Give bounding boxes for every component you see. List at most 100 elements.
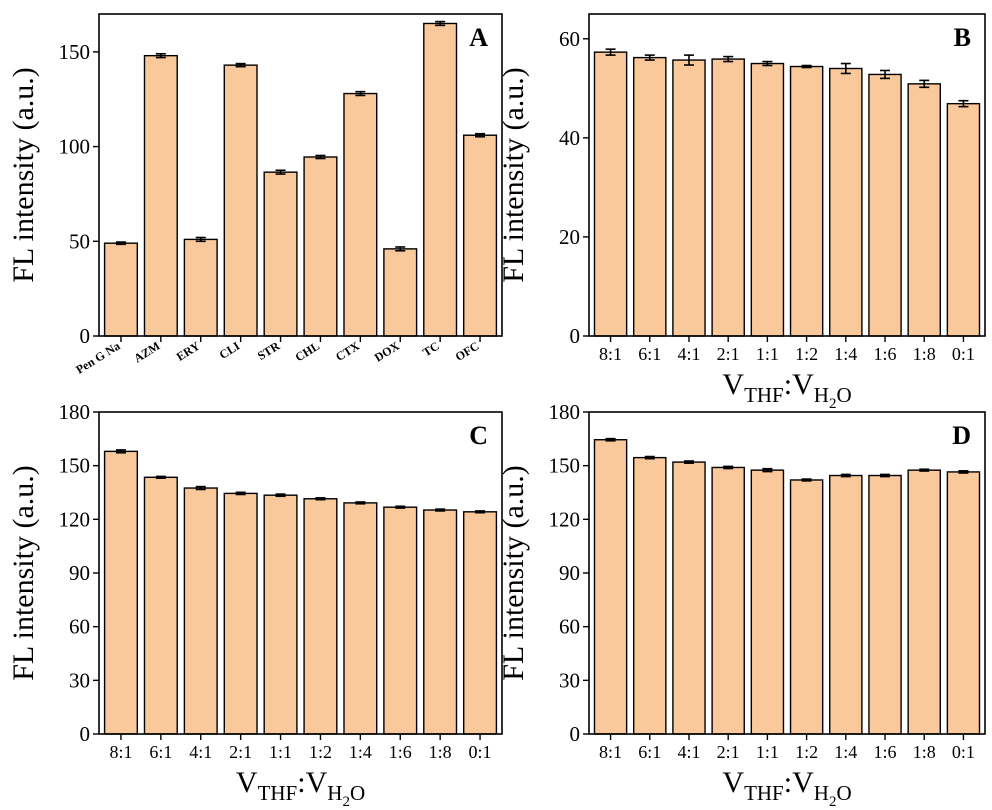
- x-tick-label: AZM: [131, 339, 162, 366]
- bar-c-10: [463, 511, 498, 735]
- x-tick-label: 8:1: [109, 742, 132, 762]
- x-axis-label-part: THF: [744, 781, 784, 805]
- panel-a: Pen G Na AZM ERY CLI STR CHL CTX DOX TC OFC050100…: [7, 13, 503, 377]
- y-tick-label: 0: [80, 324, 91, 348]
- x-tick-label: 4:1: [677, 742, 700, 762]
- bar-d-4: [711, 466, 745, 735]
- bar-c-9: [423, 509, 458, 735]
- x-tick-label: 1:4: [834, 344, 857, 364]
- bar-d-1: [593, 439, 628, 735]
- x-axis-label-part: V: [236, 766, 258, 799]
- x-axis-label-part: 2: [342, 794, 350, 810]
- x-tick-label: 1:1: [756, 344, 779, 364]
- x-tick-label: 1:6: [389, 742, 412, 762]
- x-tick-label: 1:1: [756, 742, 779, 762]
- x-axis-label-part: V: [722, 766, 744, 799]
- x-tick-label: 2:1: [229, 742, 252, 762]
- y-axis-label: FL intensity (a.u.): [7, 67, 40, 283]
- x-axis-label-part: 2: [829, 794, 837, 810]
- bar-a-9: [423, 22, 458, 337]
- x-tick-label: 6:1: [638, 344, 661, 364]
- x-tick-label: CLI: [217, 338, 243, 361]
- x-tick-label: 2:1: [717, 742, 740, 762]
- x-axis-label-part: H: [814, 383, 829, 407]
- y-tick-label: 100: [59, 135, 91, 159]
- y-tick-label: 150: [59, 40, 91, 64]
- x-tick-label: 0:1: [952, 742, 975, 762]
- y-axis-label: FL intensity (a.u.): [497, 465, 530, 681]
- bar-d-10: [946, 471, 981, 735]
- bar-d-9: [907, 469, 942, 735]
- x-axis-label-part: THF: [744, 383, 784, 407]
- x-tick-label: 6:1: [638, 742, 661, 762]
- panel-b: 8:1 6:1 4:1 2:1 1:1 1:2 1:4 1:6 1:8 0:1 0 20 40 60 B FL…: [497, 13, 986, 412]
- x-axis-label-part: V: [306, 766, 328, 799]
- y-tick-label: 50: [69, 229, 90, 253]
- y-tick-label: 30: [559, 668, 580, 692]
- y-tick-label: 180: [549, 400, 581, 424]
- y-tick-label: 60: [559, 615, 580, 639]
- y-tick-label: 150: [59, 454, 91, 478]
- bar-a-8: [383, 248, 418, 337]
- y-tick-label: 90: [69, 561, 90, 585]
- x-tick-label: 0:1: [469, 742, 492, 762]
- x-tick-label: 1:4: [834, 742, 857, 762]
- panel-label: C: [469, 421, 488, 450]
- bar-b-9: [907, 83, 942, 337]
- x-axis-label-part: H: [814, 781, 829, 805]
- x-tick-label: 1:2: [309, 742, 332, 762]
- y-axis-label: FL intensity (a.u.): [7, 465, 40, 681]
- bar-b-7: [829, 67, 863, 337]
- x-tick-label: 2:1: [717, 344, 740, 364]
- bar-b-4: [711, 58, 745, 337]
- x-axis-label-part: :: [784, 766, 792, 799]
- x-tick-label: 1:1: [269, 742, 292, 762]
- x-tick-label: 1:8: [913, 344, 936, 364]
- x-axis-label-part: O: [836, 383, 851, 407]
- x-axis-label: VTHF:VH2O: [722, 368, 851, 412]
- x-axis-label: VTHF:VH2O: [236, 766, 365, 810]
- x-axis-label-part: :: [784, 368, 792, 401]
- bar-c-5: [263, 494, 298, 735]
- bar-b-8: [868, 73, 902, 337]
- bar-a-5: [263, 171, 298, 337]
- x-tick-label: STR: [255, 338, 282, 362]
- x-tick-label: 1:8: [913, 742, 936, 762]
- x-axis-label-part: :: [297, 766, 305, 799]
- panel-label: B: [954, 23, 971, 52]
- x-axis-label-part: V: [792, 766, 814, 799]
- x-tick-label: TC: [420, 339, 442, 360]
- y-tick-label: 120: [59, 507, 91, 531]
- x-tick-label: 1:4: [349, 742, 372, 762]
- x-tick-label: DOX: [372, 338, 402, 364]
- bar-d-6: [789, 479, 824, 735]
- x-tick-label: 6:1: [149, 742, 172, 762]
- y-axis-label: FL intensity (a.u.): [497, 67, 530, 283]
- panel-c: 8:1 6:1 4:1 2:1 1:1 1:2 1:4 1:6 1:8 0:1 0 30 60 90 120…: [7, 400, 503, 810]
- bar-c-6: [303, 498, 338, 735]
- bar-b-6: [789, 65, 824, 337]
- x-tick-label: 1:8: [429, 742, 452, 762]
- x-tick-label: 4:1: [677, 344, 700, 364]
- bar-c-4: [223, 492, 258, 735]
- bar-c-1: [103, 450, 139, 735]
- x-axis-label-part: V: [722, 368, 744, 401]
- y-tick-label: 180: [59, 400, 91, 424]
- bar-b-2: [633, 56, 667, 337]
- x-axis-label-part: H: [327, 781, 342, 805]
- panel-label: A: [469, 23, 488, 52]
- bar-a-1: [103, 242, 139, 337]
- bar-b-1: [593, 51, 628, 337]
- bar-a-2: [143, 54, 178, 337]
- bar-b-5: [750, 62, 785, 337]
- bar-a-10: [463, 134, 498, 337]
- x-tick-label: CTX: [333, 338, 362, 363]
- bar-c-7: [343, 502, 378, 735]
- x-tick-label: 8:1: [599, 344, 622, 364]
- y-tick-label: 40: [559, 126, 580, 150]
- x-tick-label: 0:1: [952, 344, 975, 364]
- x-tick-label: 4:1: [189, 742, 212, 762]
- y-tick-label: 150: [549, 454, 581, 478]
- bar-c-2: [143, 476, 178, 735]
- y-tick-label: 0: [570, 722, 581, 746]
